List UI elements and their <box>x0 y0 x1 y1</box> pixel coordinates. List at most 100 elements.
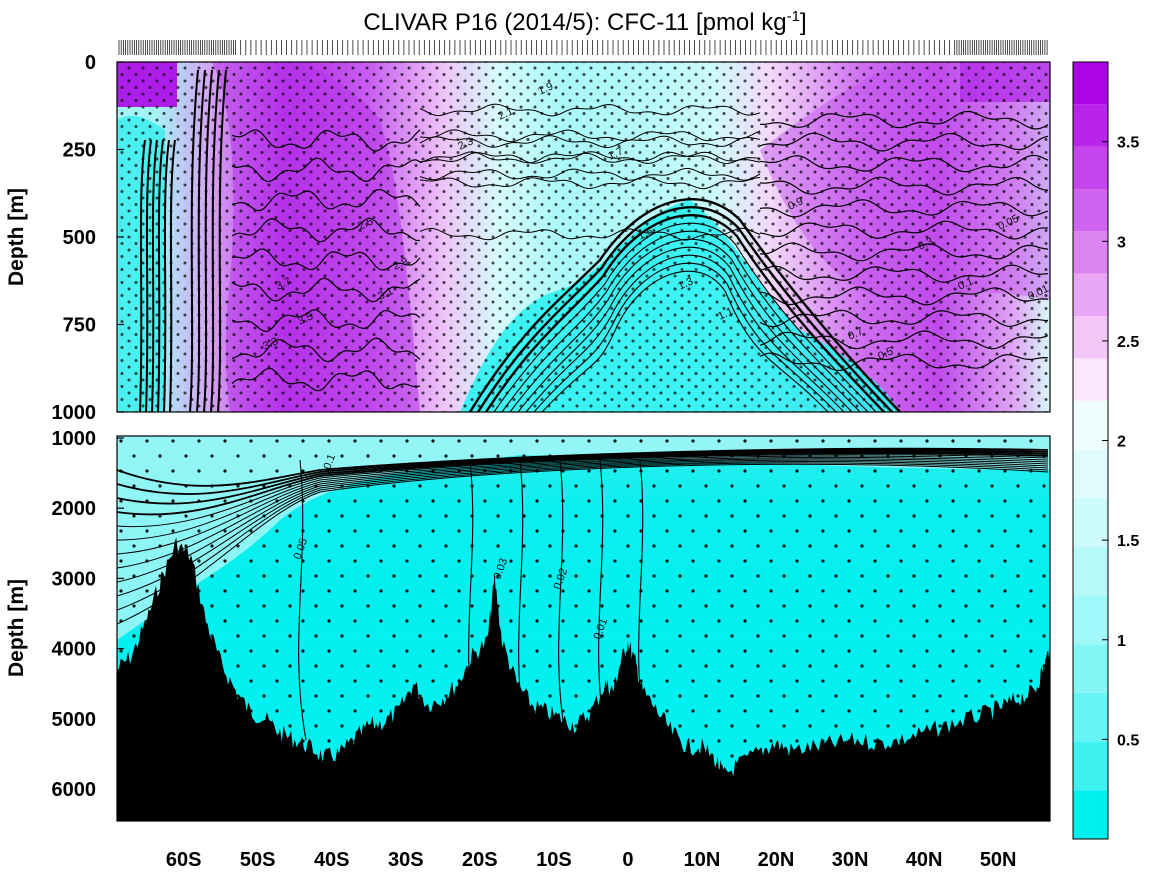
lower-panel: 0.10.050.03 0.020.01 10002000300040005000… <box>5 428 1051 871</box>
upper-contour-label: 3.5 <box>296 310 315 327</box>
upper-contour-label: 2.9 <box>391 255 410 272</box>
upper-panel: 3.7 3.5 3.3 3.1 2.9 2.5 2.3 2.1 1.9 1.7 1.5 1.3 1.1 0… <box>5 52 1051 424</box>
lower-y-tick-label: 1000 <box>52 428 97 450</box>
upper-contour-line <box>419 129 761 143</box>
lower-y-tick-label: 6000 <box>52 779 97 801</box>
upper-contour-line <box>501 230 869 412</box>
lower-contour-line <box>117 459 1049 583</box>
lower-contour-line <box>117 450 1049 505</box>
upper-contour-line <box>169 139 176 412</box>
colorbar-block <box>1073 104 1108 147</box>
upper-contour-line <box>231 277 421 303</box>
x-tick-label: 40N <box>906 849 943 871</box>
lower-contours <box>117 447 1049 741</box>
upper-contour-line <box>759 352 1049 372</box>
x-tick-label: 10S <box>536 849 572 871</box>
colorbar-block <box>1073 273 1108 317</box>
lower-y-tick-label: 4000 <box>52 639 97 661</box>
upper-contour-line <box>231 157 421 183</box>
upper-contour-line <box>419 135 761 149</box>
lower-frame <box>116 435 1051 822</box>
colorbar-tick-label: 3 <box>1117 234 1126 251</box>
upper-contour-labels: 3.7 3.5 3.3 3.1 2.9 2.5 2.3 2.1 1.9 1.7 1.5 1.3 1.1 0… <box>261 80 1050 362</box>
upper-contour-label: 1.7 <box>606 145 625 162</box>
upper-contour-line <box>151 139 158 412</box>
upper-contour-label: 3.7 <box>274 275 293 292</box>
upper-contour-line <box>759 199 1049 218</box>
colorbar-tick-label: 3.5 <box>1117 135 1139 152</box>
colorbar-block <box>1073 400 1108 450</box>
upper-contour-label: 1.1 <box>716 305 735 322</box>
colorbar-block <box>1073 741 1108 791</box>
upper-contour-line <box>231 367 421 392</box>
station-ticks <box>118 40 1048 55</box>
upper-contour-line <box>145 139 152 412</box>
x-tick-label: 20N <box>758 849 795 871</box>
upper-contour-line <box>759 286 1049 306</box>
upper-contour-label: 3.3 <box>261 335 280 352</box>
colorbar-block <box>1073 644 1108 693</box>
upper-y-tick-label: 500 <box>63 227 96 249</box>
upper-contour-line <box>231 129 421 152</box>
x-tick-label: 20S <box>462 849 498 871</box>
x-tick-label: 60S <box>166 849 202 871</box>
chart-title-end: ] <box>800 9 807 36</box>
upper-contour-line <box>525 254 845 412</box>
upper-contour-label: 3.1 <box>376 285 395 302</box>
upper-contour-line <box>196 69 206 412</box>
colorbar-block <box>1073 189 1108 232</box>
lower-contour-line <box>558 459 567 741</box>
upper-contour-line <box>210 69 220 412</box>
x-tick-label: 30S <box>388 849 424 871</box>
x-tick-label: 50S <box>240 849 276 871</box>
colorbar-blocks <box>1073 62 1108 839</box>
upper-contour-line <box>203 69 213 412</box>
upper-contour-line <box>231 188 421 212</box>
lower-y-tick-label: 3000 <box>52 568 97 590</box>
colorbar-ticks: 0.5 1 1.5 2 2.5 3 3.5 <box>1102 135 1139 749</box>
upper-contour-line <box>759 330 1049 350</box>
upper-contour-line <box>509 238 861 412</box>
colorbar-block <box>1073 790 1108 839</box>
upper-contour-line <box>231 248 421 271</box>
colorbar-block <box>1073 231 1108 274</box>
colorbar-tick-label: 2 <box>1117 434 1126 451</box>
x-tick-label: 30N <box>832 849 869 871</box>
lower-y-label: Depth [m] <box>5 579 28 677</box>
upper-contour-label: 0.1 <box>956 275 975 292</box>
upper-contour-line <box>419 103 761 117</box>
upper-y-tick-label: 0 <box>85 52 96 74</box>
x-tick-label: 0 <box>622 849 633 871</box>
lower-contour-line <box>117 449 1049 495</box>
seafloor-bathymetry <box>117 537 1050 821</box>
x-tick-label: 40S <box>314 849 350 871</box>
upper-contour-line <box>157 139 164 412</box>
upper-contour-line <box>759 176 1049 196</box>
colorbar-block <box>1073 62 1108 105</box>
colorbar-block <box>1073 498 1108 547</box>
x-axis: 60S 50S 40S 30S 20S 10S 0 10N 20N 30N 40N 50N <box>116 814 1051 871</box>
upper-contour-label: 1.3 <box>676 275 695 292</box>
lower-contour-line <box>117 454 1049 528</box>
upper-y-tick-label: 250 <box>63 140 96 162</box>
x-tick-label: 10N <box>684 849 721 871</box>
upper-contour-label: 2.5 <box>356 215 375 232</box>
upper-contour-line <box>759 154 1049 173</box>
lower-contour-line <box>117 458 1049 569</box>
upper-contour-line <box>139 139 146 412</box>
upper-contour-line <box>517 246 853 412</box>
upper-contour-label: 2.3 <box>456 135 475 152</box>
upper-contour-label: 2.1 <box>496 105 515 122</box>
colorbar-tick-label: 0.5 <box>1117 732 1139 749</box>
upper-contour-line <box>189 69 199 412</box>
upper-contour-line <box>419 151 761 165</box>
lower-contour-line <box>298 459 307 741</box>
colorbar-block <box>1073 449 1108 499</box>
upper-contour-line <box>760 110 1049 130</box>
upper-contour-line <box>231 217 421 243</box>
upper-contour-line <box>759 264 1049 283</box>
colorbar-frame <box>1072 61 1109 840</box>
lower-contour-line <box>117 463 1049 625</box>
upper-contour-line <box>541 270 829 412</box>
